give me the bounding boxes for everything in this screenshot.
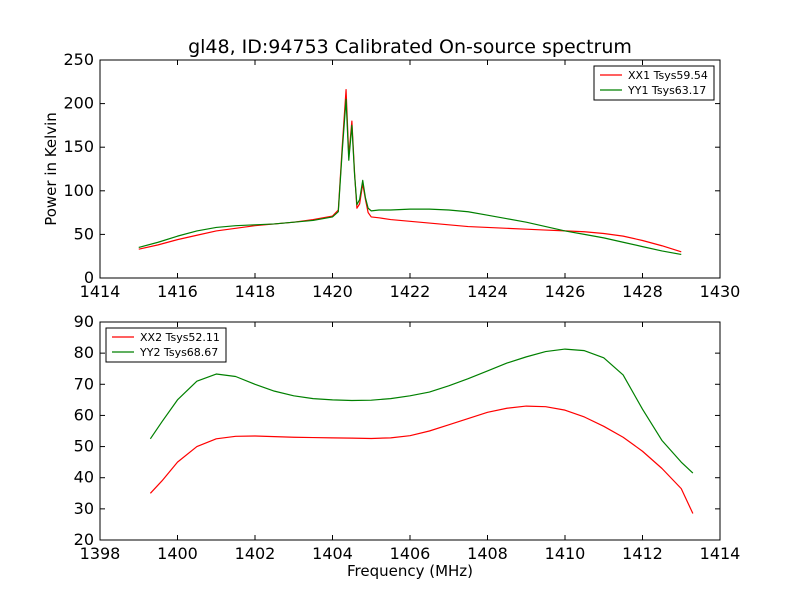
legend-label: XX1 Tsys59.54	[628, 69, 708, 82]
chart-1: 1414 1416 1418 1420 1422 1424 1426 1428 1430 0 50 1…	[42, 50, 740, 301]
legend: XX2 Tsys52.11 YY2 Tsys68.67	[105, 327, 227, 363]
x-tick-label: 1414	[700, 544, 741, 563]
x-tick-label: 1418	[235, 282, 276, 301]
y-tick-label: 0	[84, 268, 94, 287]
x-tick-label: 1426	[545, 282, 586, 301]
y-tick-label: 80	[74, 343, 94, 362]
y-tick-label: 250	[63, 50, 94, 69]
figure-title: gl48, ID:94753 Calibrated On-source spec…	[188, 36, 632, 58]
axes-layer: 1414 1416 1418 1420 1422 1424 1426 1428 14300501…	[42, 50, 740, 580]
x-tick-label: 1402	[235, 544, 276, 563]
chart-2: 1398 1400 1402 1404 1406 1408 1410 1412 1414 20 30…	[74, 312, 741, 580]
series-line-1	[149, 405, 694, 514]
x-tick-label: 1400	[157, 544, 198, 563]
legend: XX1 Tsys59.54 YY1 Tsys63.17	[593, 65, 715, 101]
legend-label: XX2 Tsys52.11	[140, 331, 220, 344]
legend-frame	[105, 327, 227, 363]
x-tick-label: 1422	[390, 282, 431, 301]
series-line-2	[138, 98, 682, 256]
y-tick-label: 50	[74, 437, 94, 456]
y-tick-label: 50	[74, 224, 94, 243]
x-tick-label: 1412	[622, 544, 663, 563]
y-tick-label: 30	[74, 499, 94, 518]
y-axis-title: Power in Kelvin	[42, 112, 60, 226]
x-tick-label: 1406	[390, 544, 431, 563]
x-tick-label: 1398	[80, 544, 121, 563]
x-tick-label: 1420	[312, 282, 353, 301]
x-tick-label: 1416	[157, 282, 198, 301]
legend-label: YY2 Tsys68.67	[139, 346, 218, 359]
x-tick-label: 1414	[80, 282, 121, 301]
x-tick-label: 1428	[622, 282, 663, 301]
y-tick-label: 150	[63, 137, 94, 156]
y-tick-label: 200	[63, 94, 94, 113]
x-tick-label: 1408	[467, 544, 508, 563]
y-tick-label: 40	[74, 468, 94, 487]
x-tick-label: 1404	[312, 544, 353, 563]
legend-frame	[593, 65, 715, 101]
y-tick-label: 70	[74, 374, 94, 393]
series-line-2	[149, 348, 694, 474]
legend-label: YY1 Tsys63.17	[627, 84, 706, 97]
x-tick-label: 1430	[700, 282, 741, 301]
y-tick-label: 100	[63, 181, 94, 200]
y-tick-label: 60	[74, 405, 94, 424]
y-tick-label: 90	[74, 312, 94, 331]
x-tick-label: 1410	[545, 544, 586, 563]
x-tick-label: 1424	[467, 282, 508, 301]
y-tick-label: 20	[74, 530, 94, 549]
x-axis-title: Frequency (MHz)	[347, 562, 473, 580]
